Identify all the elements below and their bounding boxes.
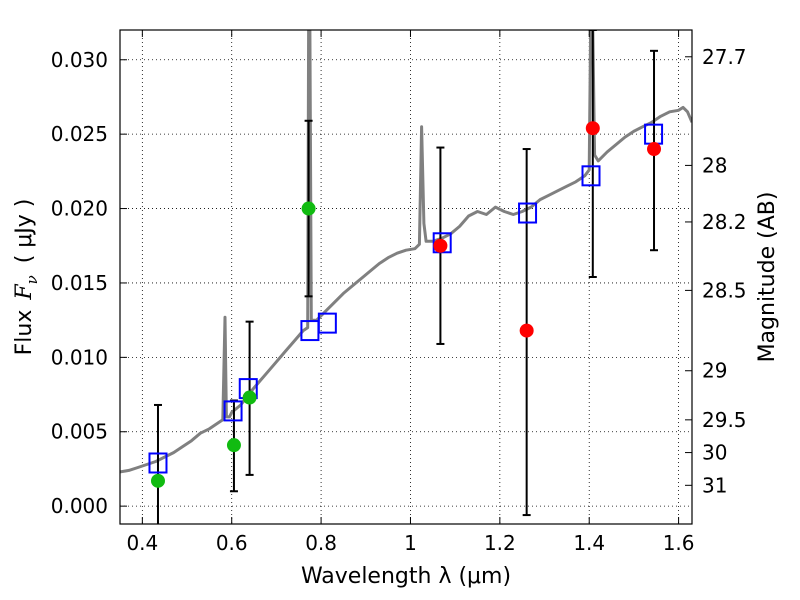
detection-point — [242, 390, 257, 405]
x-tick-label: 1.6 — [663, 531, 695, 555]
y-tick-label: 0.010 — [51, 345, 108, 369]
y2-axis-title: Magnitude (AB) — [755, 192, 780, 363]
detection-point-layer — [150, 121, 662, 488]
y-axis-title: Flux Fν ( μJy ) — [12, 199, 41, 356]
y-axis-title-units: ( μJy ) — [12, 199, 37, 264]
model-box-marker — [148, 452, 168, 474]
y-tick-label: 0.015 — [51, 271, 108, 295]
x-tick-label: 0.8 — [305, 531, 337, 555]
detection-point — [519, 323, 534, 338]
detection-point — [226, 438, 241, 453]
y-axis-title-subscript: ν — [23, 275, 41, 284]
model-box-marker — [317, 312, 337, 334]
y-tick-label: 0.000 — [51, 494, 108, 518]
detection-point — [585, 121, 600, 136]
detection-point — [301, 201, 316, 216]
spectrum-line — [120, 30, 692, 474]
y-tick-label: 0.005 — [51, 420, 108, 444]
detection-point — [433, 238, 448, 253]
y-tick-label: 0.020 — [51, 197, 108, 221]
gridlines — [120, 30, 692, 524]
y2-tick-label: 29.5 — [702, 408, 747, 432]
y2-tick-label: 31 — [702, 473, 727, 497]
y2-tick-label: 28.5 — [702, 278, 747, 302]
spectrum-layer — [120, 30, 692, 474]
model-box-layer — [148, 123, 664, 474]
y-tick-label: 0.030 — [51, 48, 108, 72]
x-tick-label: 1.2 — [484, 531, 516, 555]
y2-tick-label: 27.7 — [702, 45, 747, 69]
y2-tick-label: 28 — [702, 153, 727, 177]
x-tick-label: 0.4 — [126, 531, 158, 555]
model-box-marker — [223, 400, 243, 422]
y2-tick-label: 29 — [702, 359, 727, 383]
y2-tick-label: 30 — [702, 441, 727, 465]
y-tick-label: 0.025 — [51, 122, 108, 146]
x-tick-label: 1.4 — [573, 531, 605, 555]
plot-frame — [119, 29, 693, 525]
x-tick-label: 1 — [404, 531, 417, 555]
y-axis-title-prefix: Flux — [12, 310, 37, 356]
detection-point — [150, 473, 165, 488]
model-box-marker — [581, 165, 601, 187]
detection-point — [647, 142, 662, 157]
y2-tick-label: 28.2 — [702, 210, 747, 234]
y-axis-title-symbol: F — [12, 284, 37, 301]
axis-ticks: 0.4 0.6 0.8 1 1.2 1.4 1.6 0.000 0.005 0.010 0.015 0… — [51, 30, 747, 555]
x-axis-title: Wavelength λ (μm) — [301, 564, 511, 589]
model-box-marker — [518, 202, 538, 224]
x-tick-label: 0.6 — [216, 531, 248, 555]
